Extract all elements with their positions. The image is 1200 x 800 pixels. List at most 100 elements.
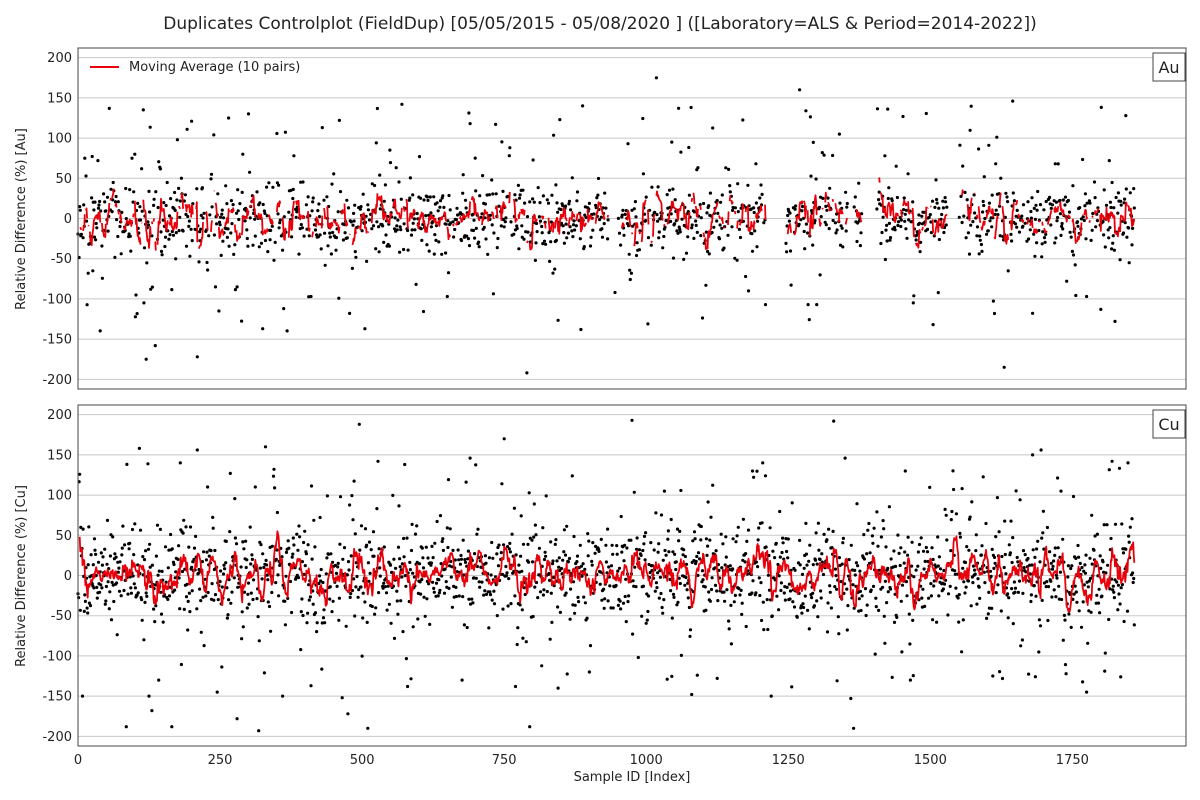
data-point	[1007, 596, 1011, 600]
data-point	[96, 159, 100, 163]
data-point	[158, 527, 162, 532]
data-point	[383, 585, 387, 589]
data-point	[1049, 579, 1053, 583]
data-point	[91, 269, 95, 273]
data-point	[402, 536, 406, 541]
data-point	[578, 543, 582, 547]
data-point	[1119, 203, 1123, 207]
data-point	[964, 585, 968, 589]
legend: Moving Average (10 pairs)	[90, 60, 300, 75]
data-point	[245, 236, 249, 241]
data-point	[357, 588, 361, 592]
data-point	[187, 545, 191, 549]
data-point	[886, 107, 890, 111]
data-point	[735, 534, 739, 538]
data-point	[120, 553, 124, 557]
data-point	[613, 290, 617, 295]
data-point	[411, 193, 415, 197]
data-point	[437, 591, 441, 595]
data-point	[706, 500, 710, 504]
data-point	[367, 579, 371, 583]
data-point	[495, 552, 499, 556]
data-point	[1060, 221, 1064, 226]
data-point	[907, 218, 911, 222]
data-point	[876, 544, 880, 548]
data-point	[1028, 228, 1032, 232]
data-point	[611, 606, 615, 610]
data-point	[377, 225, 381, 229]
data-point	[698, 557, 702, 561]
data-point	[520, 224, 524, 228]
data-point	[1061, 638, 1065, 642]
data-point	[593, 551, 597, 555]
data-point	[111, 198, 115, 202]
data-point	[92, 208, 96, 212]
data-point	[185, 582, 189, 586]
data-point	[162, 201, 166, 205]
data-point	[741, 558, 745, 562]
data-point	[817, 548, 821, 552]
data-point	[699, 538, 703, 542]
data-point	[331, 599, 335, 603]
data-point	[937, 555, 942, 559]
data-point	[914, 238, 918, 242]
data-point	[95, 596, 99, 600]
data-point	[622, 559, 626, 563]
data-point	[152, 197, 156, 201]
data-point	[369, 548, 373, 552]
data-point	[1075, 220, 1080, 224]
data-point	[150, 709, 154, 713]
data-point	[961, 566, 965, 570]
data-point	[163, 545, 168, 549]
data-point	[960, 650, 964, 654]
data-point	[415, 524, 419, 528]
data-point	[261, 327, 265, 331]
data-point	[859, 608, 863, 613]
data-point	[1131, 571, 1135, 575]
data-point	[570, 229, 574, 233]
data-point	[631, 579, 635, 583]
y-tick-label: 200	[47, 408, 72, 423]
data-point	[94, 552, 98, 557]
data-point	[619, 514, 623, 519]
data-point	[147, 694, 151, 698]
data-point	[980, 544, 984, 548]
data-point	[101, 555, 105, 559]
data-point	[596, 193, 600, 197]
data-point	[92, 586, 96, 590]
moving-average-line	[78, 530, 1136, 613]
data-point	[844, 190, 848, 194]
data-point	[99, 551, 103, 555]
data-point	[1066, 198, 1070, 203]
data-point	[990, 606, 994, 611]
data-point	[100, 586, 104, 590]
data-point	[1090, 513, 1094, 517]
data-point	[656, 185, 660, 189]
data-point	[877, 608, 881, 613]
data-point	[322, 198, 326, 202]
data-point	[217, 309, 221, 313]
data-point	[956, 596, 960, 600]
data-point	[837, 556, 842, 560]
data-point	[276, 212, 280, 216]
data-point	[755, 469, 759, 473]
data-point	[394, 566, 398, 570]
data-point	[203, 577, 207, 581]
data-point	[264, 558, 268, 563]
data-point	[958, 535, 963, 539]
data-point	[363, 527, 368, 531]
data-point	[334, 248, 338, 252]
data-point	[385, 608, 389, 612]
data-point	[504, 564, 508, 569]
data-point	[840, 226, 844, 230]
data-point	[833, 585, 837, 589]
data-point	[736, 182, 740, 186]
data-point	[312, 518, 316, 522]
data-point	[515, 226, 519, 231]
data-point	[1103, 245, 1107, 249]
data-point	[295, 532, 299, 536]
data-point	[584, 215, 588, 219]
data-point	[1112, 206, 1116, 210]
data-point	[1011, 191, 1015, 195]
data-point	[736, 525, 740, 529]
